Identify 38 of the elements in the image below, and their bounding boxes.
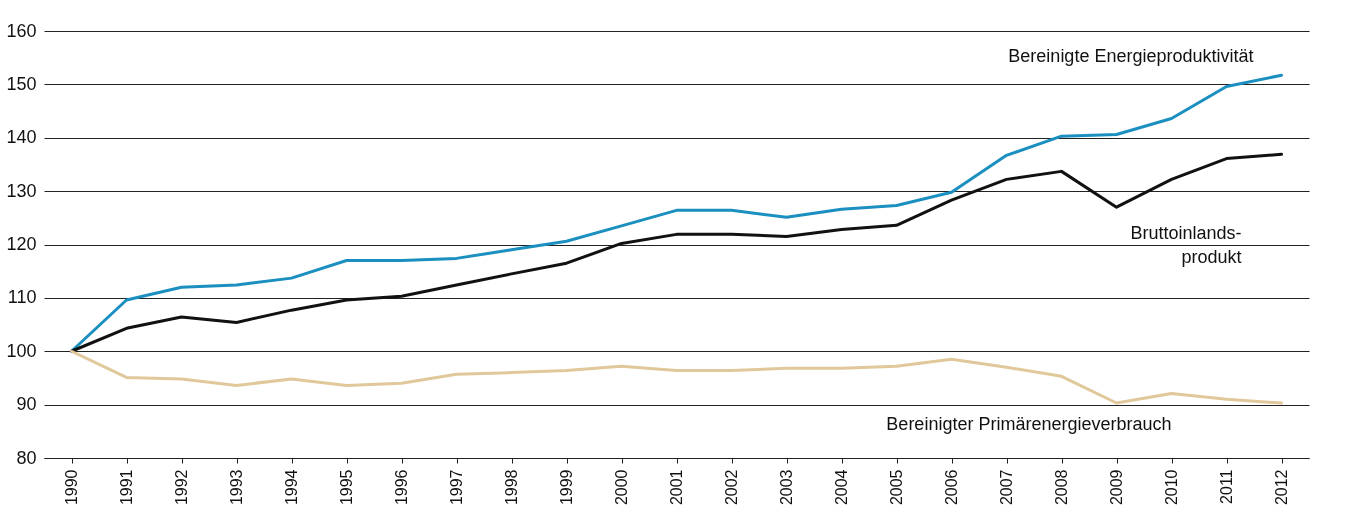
x-tick-label: 1998 — [503, 469, 520, 506]
line-series — [70, 349, 1283, 405]
y-tick-label: 120 — [6, 234, 37, 254]
x-tick-label: 2009 — [1108, 469, 1125, 506]
x-tick-label: 1995 — [338, 469, 355, 506]
line-series — [70, 152, 1283, 353]
x-tick-label: 1992 — [173, 469, 190, 506]
x-tick-label: 1991 — [118, 469, 135, 506]
x-tick-label: 1996 — [393, 469, 410, 506]
x-tick-label: 1999 — [558, 469, 575, 506]
y-tick-label: 140 — [6, 127, 37, 148]
x-tick-label: 2001 — [668, 469, 685, 506]
series-label: Bereinigte Energieproduktivität — [1008, 46, 1254, 67]
x-tick-label: 2004 — [833, 469, 850, 506]
x-tick-label: 1990 — [63, 469, 80, 506]
x-tick-label: 1994 — [283, 469, 300, 506]
y-tick-label: 110 — [7, 287, 37, 308]
series-label: Bereinigter Primärenergieverbrauch — [886, 414, 1172, 435]
x-tick-label: 1993 — [228, 469, 245, 506]
y-tick-label: 160 — [6, 20, 37, 41]
x-tick-label: 2011 — [1218, 469, 1235, 504]
y-tick-label: 130 — [6, 180, 37, 201]
x-tick-label: 2010 — [1163, 469, 1180, 506]
x-tick-label: 2006 — [943, 469, 960, 506]
x-tick-label: 2008 — [1053, 469, 1070, 506]
x-tick-label: 2012 — [1273, 469, 1290, 506]
x-tick-label: 2007 — [998, 469, 1015, 506]
y-tick-label: 90 — [16, 394, 37, 415]
x-tick-label: 2000 — [613, 469, 630, 506]
x-tick-label: 1997 — [448, 469, 465, 506]
y-tick-label: 80 — [16, 447, 37, 468]
x-tick-label: 2002 — [723, 469, 740, 506]
series-label: Bruttoinlands- produkt — [1130, 223, 1242, 268]
x-tick-label: 2003 — [778, 469, 795, 506]
line-series — [70, 73, 1283, 353]
y-tick-label: 150 — [6, 73, 37, 94]
x-tick-label: 2005 — [888, 469, 905, 506]
y-tick-label: 100 — [6, 340, 37, 361]
